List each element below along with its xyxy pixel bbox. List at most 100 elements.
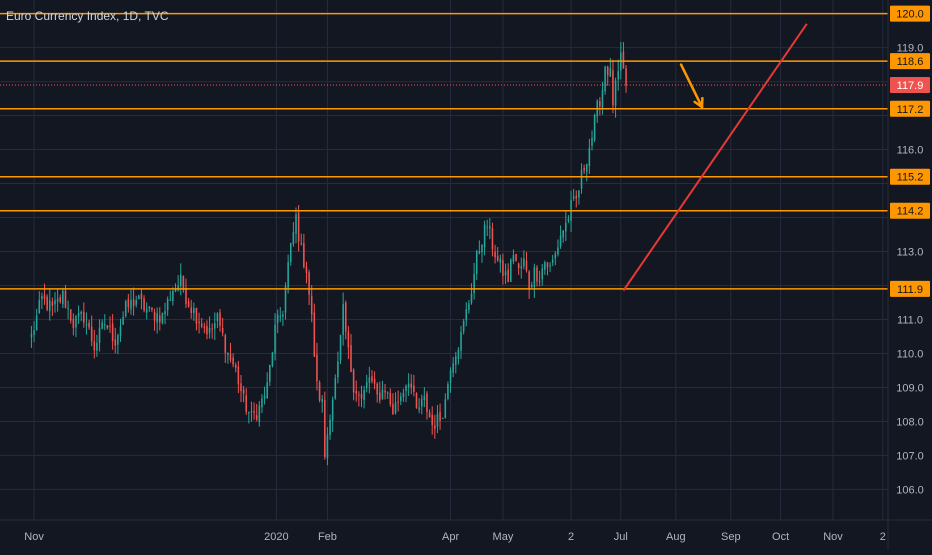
candle-body	[248, 412, 250, 414]
candle-body	[90, 326, 93, 342]
candle-body	[575, 195, 578, 199]
candle-body	[72, 319, 75, 328]
candle-body	[164, 310, 166, 315]
candle-body	[329, 419, 331, 435]
x-axis-tick-label: Jul	[614, 531, 628, 543]
candle-body	[339, 334, 342, 361]
x-axis-tick-label: May	[493, 531, 514, 543]
candle-body	[389, 392, 392, 405]
level-label: 115.2	[897, 172, 924, 184]
candle-body	[483, 224, 486, 248]
candle-body	[51, 301, 54, 306]
candle-body	[538, 280, 541, 282]
candle-body	[496, 255, 499, 261]
candle-body	[316, 354, 318, 382]
candle-body	[347, 331, 350, 348]
candle-body	[465, 309, 468, 321]
candle-body	[591, 137, 593, 146]
candle-body	[124, 301, 127, 316]
candle-body	[384, 390, 386, 393]
candle-body	[551, 259, 554, 263]
candle-body	[305, 266, 308, 273]
candle-body	[69, 309, 72, 321]
candle-body	[135, 300, 137, 305]
level-layer[interactable]: 120.0 118.6 117.2 115.2 114.2 111.9 117.9	[0, 5, 930, 297]
candle-body	[515, 253, 517, 262]
level-label: 114.2	[897, 206, 924, 218]
candle-body	[159, 315, 161, 323]
candle-body	[221, 327, 224, 334]
candle-body	[617, 71, 619, 80]
candle-body	[365, 382, 368, 388]
candle-body	[96, 342, 98, 351]
candle-body	[510, 259, 512, 282]
candle-body	[462, 320, 465, 332]
candle-body	[318, 382, 321, 401]
candle-body	[153, 311, 156, 321]
candle-body	[103, 324, 106, 326]
candle-body	[599, 101, 601, 107]
candle-body	[140, 293, 143, 300]
time-axis[interactable]: Nov 2020 Feb Apr May 2 Jul Aug Sep Oct Nov 2	[24, 531, 886, 543]
candle-body	[48, 300, 51, 312]
candle-body	[130, 299, 132, 310]
candle-body	[489, 226, 491, 229]
candle-body	[274, 324, 276, 354]
candle-body	[282, 314, 284, 317]
x-axis-tick-label: Apr	[442, 531, 459, 543]
y-axis-tick-label: 111.0	[897, 314, 923, 326]
candle-body	[326, 434, 329, 459]
candle-body	[455, 356, 457, 365]
candle-body	[460, 331, 462, 351]
grid-layer	[0, 0, 888, 520]
candle-body	[392, 404, 394, 415]
candle-body	[439, 411, 441, 421]
last-price-label: 117.9	[897, 80, 924, 92]
candle-body	[360, 394, 363, 399]
candle-body	[255, 415, 258, 420]
candle-body	[381, 389, 384, 400]
candle-body	[606, 66, 609, 76]
x-axis-tick-label: Sep	[721, 531, 741, 543]
candle-body	[559, 235, 562, 247]
drawing-layer[interactable]	[622, 23, 808, 292]
candle-body	[93, 341, 96, 351]
candle-body	[583, 168, 585, 171]
price-axis[interactable]: 106.0 107.0 108.0 109.0 110.0 111.0 113.0 116.0…	[896, 43, 924, 497]
candle-body	[279, 316, 282, 318]
candle-body	[195, 307, 198, 324]
candle-body	[127, 298, 130, 308]
x-axis-tick-label: Oct	[772, 531, 789, 543]
candle-layer[interactable]	[30, 42, 627, 466]
candle-body	[151, 308, 153, 310]
candle-body	[263, 395, 266, 399]
candle-body	[546, 262, 549, 268]
candle-body	[434, 425, 436, 429]
candle-body	[512, 255, 515, 262]
x-axis-tick-label: Aug	[666, 531, 686, 543]
candle-body	[337, 361, 339, 378]
candle-body	[242, 389, 245, 394]
candle-body	[622, 51, 625, 69]
candle-body	[428, 412, 431, 418]
candle-body	[295, 214, 297, 234]
candle-body	[310, 295, 313, 315]
candle-body	[172, 290, 174, 302]
candle-body	[224, 335, 227, 354]
candle-body	[174, 288, 177, 292]
candle-body	[441, 417, 444, 419]
candle-body	[376, 383, 378, 395]
candle-body	[528, 271, 530, 290]
candle-body	[525, 260, 528, 271]
candle-body	[261, 398, 263, 408]
candle-body	[523, 258, 525, 267]
candle-body	[206, 326, 208, 335]
candle-body	[269, 365, 271, 382]
y-axis-tick-label: 119.0	[897, 43, 924, 55]
candle-body	[145, 309, 148, 313]
y-axis-tick-label: 110.0	[897, 348, 924, 360]
candle-body	[30, 333, 33, 338]
candle-body	[300, 243, 303, 245]
candle-body	[64, 290, 67, 308]
arrow-head	[693, 96, 704, 109]
